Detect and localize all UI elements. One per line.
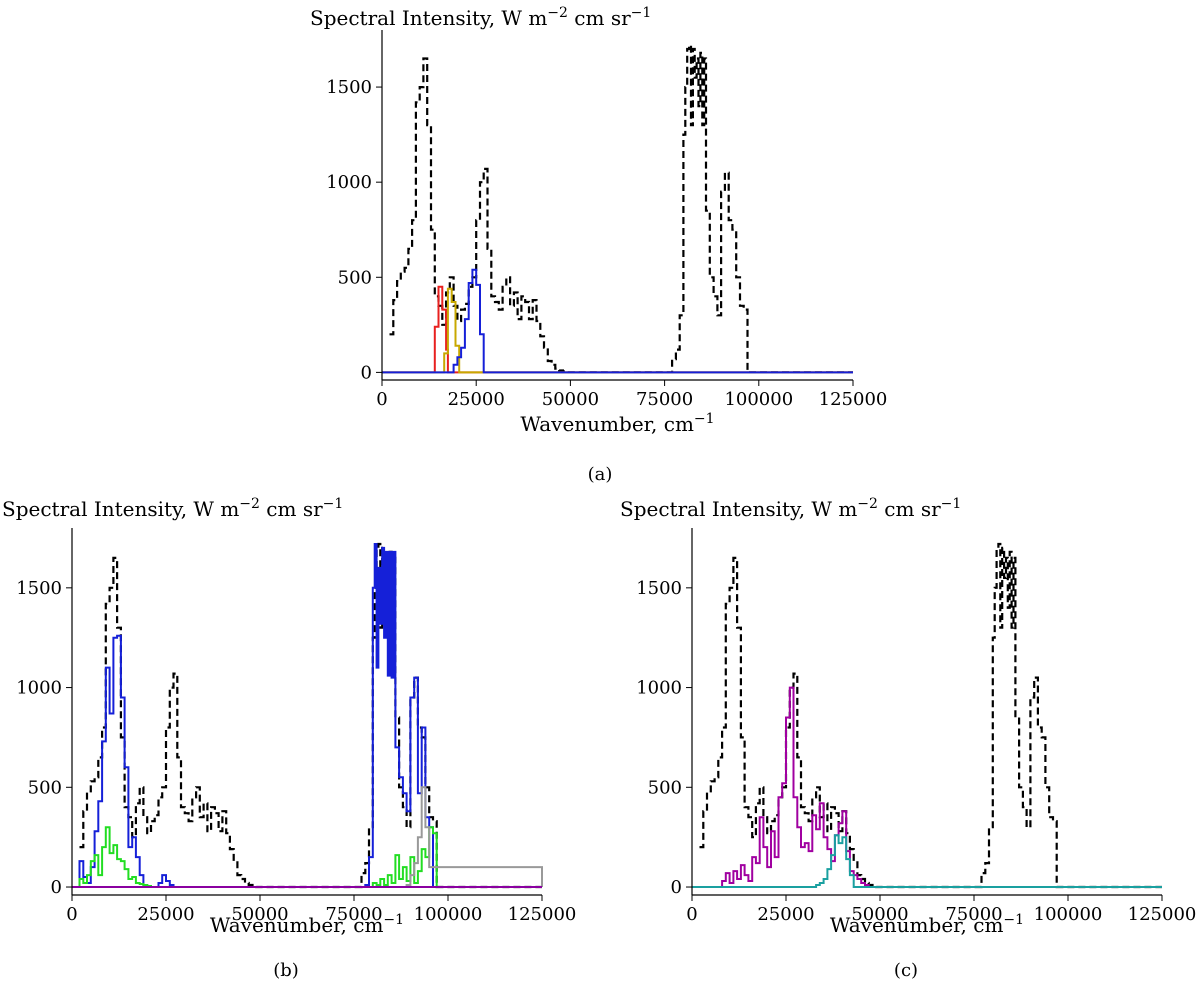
x-tick-label: 125000 xyxy=(1128,904,1197,925)
caption-a: (a) xyxy=(588,464,613,485)
x-tick-label: 0 xyxy=(66,904,77,925)
x-axis-label-b: Wavenumber, cm−1 xyxy=(210,912,404,937)
y-tick-label: 1500 xyxy=(16,578,62,599)
series-a-yellow xyxy=(382,287,853,374)
panel-b: 0 25000 50000 75000 100000 125000 0 500 1000 1500… xyxy=(2,496,576,981)
x-tick-label: 50000 xyxy=(231,904,288,925)
y-tick-label: 0 xyxy=(361,362,372,383)
y-tick-label: 0 xyxy=(671,877,682,898)
x-tick-label: 0 xyxy=(686,904,697,925)
series-c-purple xyxy=(692,686,1162,888)
panel-a: 0 25000 50000 75000 100000 125000 0 500 1000 1500… xyxy=(310,5,887,485)
x-tick-label: 25000 xyxy=(448,389,505,410)
y-tick-label: 1500 xyxy=(636,578,682,599)
y-tick-label: 500 xyxy=(338,267,372,288)
y-tick-label: 500 xyxy=(648,777,682,798)
series-a-total xyxy=(389,44,853,374)
y-tick-label: 1000 xyxy=(16,678,62,699)
caption-c: (c) xyxy=(894,960,918,981)
series-b-blue xyxy=(72,543,542,888)
x-tick-label: 75000 xyxy=(325,904,382,925)
x-tick-label: 100000 xyxy=(414,904,483,925)
y-tick-label: 1500 xyxy=(326,77,372,98)
chart-title-c: Spectral Intensity, W m−2 cm sr−1 xyxy=(620,496,961,521)
caption-b: (b) xyxy=(273,960,299,981)
x-tick-label: 125000 xyxy=(819,389,888,410)
x-tick-label: 50000 xyxy=(542,389,599,410)
y-tick-label: 1000 xyxy=(636,678,682,699)
y-tick-label: 0 xyxy=(51,877,62,898)
y-tick-label: 500 xyxy=(28,777,62,798)
series-b-gray xyxy=(72,786,543,888)
x-tick-label: 25000 xyxy=(137,904,194,925)
x-tick-label: 25000 xyxy=(757,904,814,925)
x-tick-label: 125000 xyxy=(508,904,577,925)
series-b-total xyxy=(79,542,542,889)
series-a-blue xyxy=(382,268,853,374)
x-tick-label: 75000 xyxy=(945,904,1002,925)
panel-c: 0 25000 50000 75000 100000 125000 0 500 1000 1500… xyxy=(620,496,1196,981)
x-tick-label: 100000 xyxy=(1034,904,1103,925)
series-c-total xyxy=(699,542,1162,889)
x-axis-label-a: Wavenumber, cm−1 xyxy=(520,411,714,436)
series-c-teal xyxy=(692,834,1162,888)
x-tick-label: 100000 xyxy=(724,389,793,410)
x-tick-label: 0 xyxy=(376,389,387,410)
x-tick-label: 50000 xyxy=(851,904,908,925)
chart-title-a: Spectral Intensity, W m−2 cm sr−1 xyxy=(310,5,651,30)
x-axis-label-c: Wavenumber, cm−1 xyxy=(830,912,1024,937)
x-tick-label: 75000 xyxy=(636,389,693,410)
chart-title-b: Spectral Intensity, W m−2 cm sr−1 xyxy=(2,496,343,521)
y-tick-label: 1000 xyxy=(326,172,372,193)
